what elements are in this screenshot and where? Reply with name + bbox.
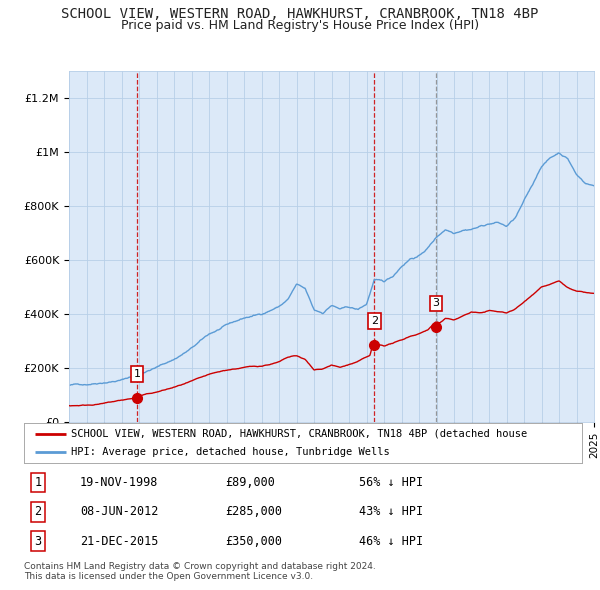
Text: Price paid vs. HM Land Registry's House Price Index (HPI): Price paid vs. HM Land Registry's House …: [121, 19, 479, 32]
Text: 43% ↓ HPI: 43% ↓ HPI: [359, 505, 423, 519]
Text: £350,000: £350,000: [225, 535, 282, 548]
Text: £285,000: £285,000: [225, 505, 282, 519]
Text: 21-DEC-2015: 21-DEC-2015: [80, 535, 158, 548]
Text: 3: 3: [433, 299, 439, 309]
Text: 1: 1: [34, 476, 41, 489]
Text: 2: 2: [371, 316, 378, 326]
Text: SCHOOL VIEW, WESTERN ROAD, HAWKHURST, CRANBROOK, TN18 4BP: SCHOOL VIEW, WESTERN ROAD, HAWKHURST, CR…: [61, 7, 539, 21]
Text: £89,000: £89,000: [225, 476, 275, 489]
Text: HPI: Average price, detached house, Tunbridge Wells: HPI: Average price, detached house, Tunb…: [71, 447, 390, 457]
Text: 46% ↓ HPI: 46% ↓ HPI: [359, 535, 423, 548]
Text: 56% ↓ HPI: 56% ↓ HPI: [359, 476, 423, 489]
Text: SCHOOL VIEW, WESTERN ROAD, HAWKHURST, CRANBROOK, TN18 4BP (detached house: SCHOOL VIEW, WESTERN ROAD, HAWKHURST, CR…: [71, 429, 527, 439]
Text: 08-JUN-2012: 08-JUN-2012: [80, 505, 158, 519]
Text: 3: 3: [34, 535, 41, 548]
Text: 2: 2: [34, 505, 41, 519]
Text: This data is licensed under the Open Government Licence v3.0.: This data is licensed under the Open Gov…: [24, 572, 313, 581]
Text: 19-NOV-1998: 19-NOV-1998: [80, 476, 158, 489]
Text: Contains HM Land Registry data © Crown copyright and database right 2024.: Contains HM Land Registry data © Crown c…: [24, 562, 376, 571]
Text: 1: 1: [133, 369, 140, 379]
